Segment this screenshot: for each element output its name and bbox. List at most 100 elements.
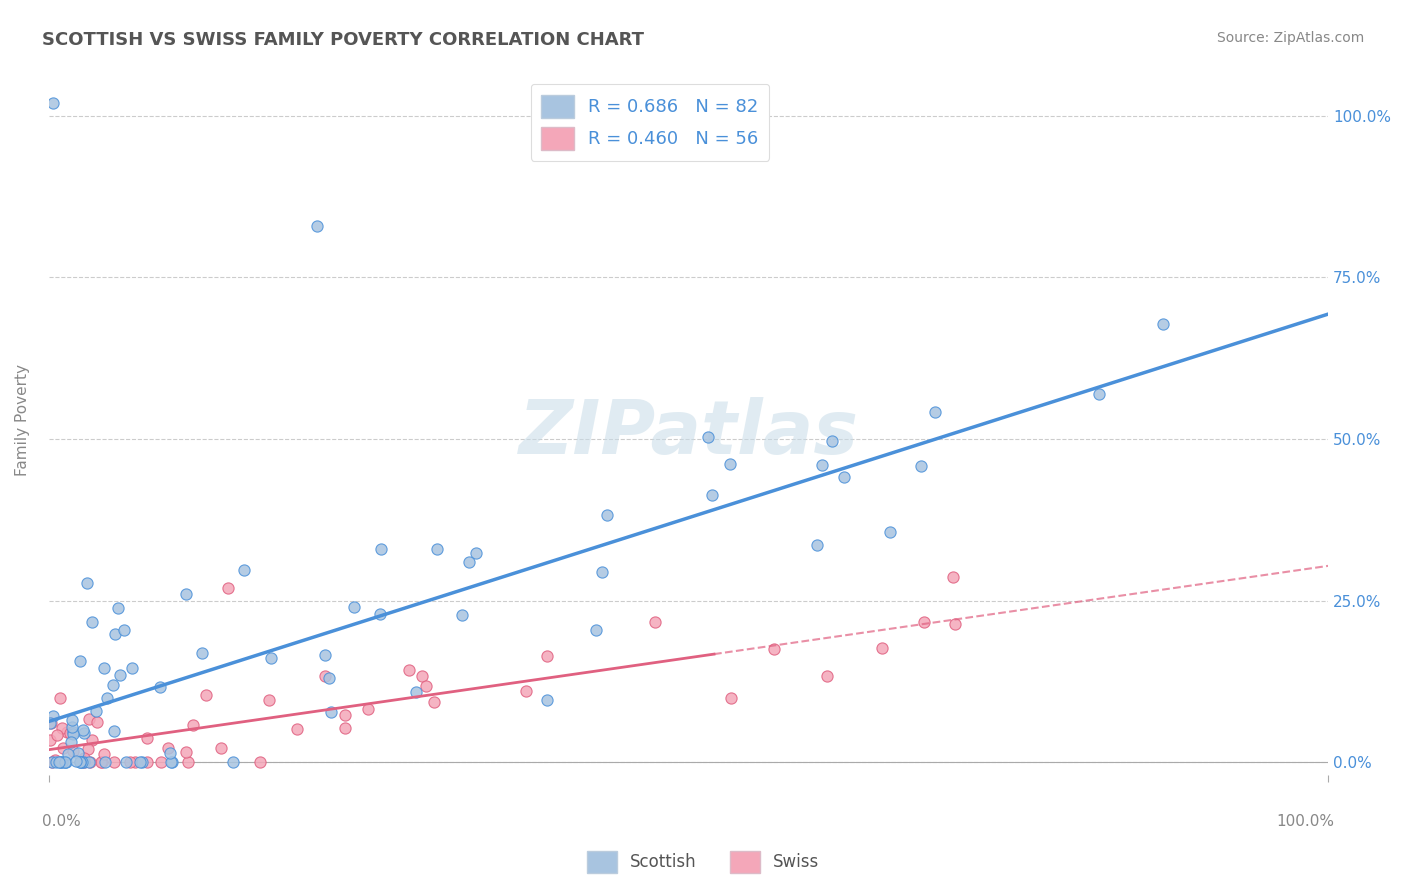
Point xyxy=(62,744,84,758)
Point xyxy=(319,706,342,720)
Point xyxy=(910,458,932,473)
Point xyxy=(84,704,107,718)
Point xyxy=(1152,317,1174,331)
Point xyxy=(72,723,94,738)
Point xyxy=(194,688,217,702)
Point xyxy=(51,755,73,769)
Point xyxy=(49,755,72,769)
Point xyxy=(39,715,62,730)
Point xyxy=(405,685,427,699)
Point xyxy=(536,649,558,664)
Point xyxy=(72,753,94,767)
Point xyxy=(942,570,965,584)
Point xyxy=(160,755,183,769)
Point xyxy=(591,565,613,579)
Point xyxy=(411,669,433,683)
Point xyxy=(49,755,72,769)
Point xyxy=(458,555,481,569)
Point xyxy=(464,546,486,560)
Point xyxy=(41,709,63,723)
Point xyxy=(48,690,70,705)
Point xyxy=(103,678,125,692)
Point xyxy=(112,624,135,638)
Point xyxy=(69,654,91,668)
Point xyxy=(90,755,112,769)
Point xyxy=(720,690,742,705)
Point xyxy=(157,740,180,755)
Point xyxy=(174,587,197,601)
Point xyxy=(307,219,329,233)
Point xyxy=(149,755,172,769)
Point xyxy=(69,755,91,769)
Point xyxy=(82,615,104,629)
Point xyxy=(644,615,666,629)
Point xyxy=(285,723,308,737)
Point xyxy=(76,575,98,590)
Point xyxy=(62,724,84,739)
Point xyxy=(177,755,200,769)
Point xyxy=(121,661,143,675)
Point xyxy=(73,726,96,740)
Point xyxy=(107,601,129,615)
Point xyxy=(879,524,901,539)
Point xyxy=(370,542,392,557)
Point xyxy=(222,755,245,769)
Point xyxy=(131,755,153,769)
Point xyxy=(73,755,96,769)
Point xyxy=(70,755,93,769)
Point xyxy=(136,755,159,769)
Point xyxy=(39,733,62,747)
Point xyxy=(53,755,76,769)
Point xyxy=(821,434,844,448)
Point xyxy=(103,626,125,640)
Point xyxy=(70,755,93,769)
Point xyxy=(76,741,98,756)
Text: ZIPatlas: ZIPatlas xyxy=(519,397,859,470)
Point xyxy=(135,731,157,745)
Point xyxy=(65,754,87,768)
Point xyxy=(233,563,256,577)
Point xyxy=(118,755,141,769)
Point xyxy=(129,755,152,769)
Point xyxy=(260,651,283,665)
Legend: R = 0.686   N = 82, R = 0.460   N = 56: R = 0.686 N = 82, R = 0.460 N = 56 xyxy=(530,84,769,161)
Point xyxy=(398,663,420,677)
Point xyxy=(53,755,76,769)
Point xyxy=(217,581,239,595)
Point xyxy=(943,616,966,631)
Point xyxy=(1088,387,1111,401)
Point xyxy=(700,488,723,502)
Text: 100.0%: 100.0% xyxy=(1277,814,1334,830)
Point xyxy=(356,702,378,716)
Point xyxy=(515,684,537,698)
Point xyxy=(718,457,741,471)
Point xyxy=(79,755,101,769)
Text: 0.0%: 0.0% xyxy=(42,814,82,830)
Point xyxy=(811,458,834,472)
Point xyxy=(415,679,437,693)
Point xyxy=(249,755,271,769)
Point xyxy=(108,668,131,682)
Point xyxy=(174,745,197,759)
Point xyxy=(318,671,340,685)
Point xyxy=(55,755,77,769)
Point xyxy=(924,405,946,419)
Point xyxy=(697,430,720,444)
Point xyxy=(96,690,118,705)
Point xyxy=(832,470,855,484)
Point xyxy=(51,721,73,735)
Point xyxy=(93,747,115,761)
Point xyxy=(44,753,66,767)
Point xyxy=(368,607,391,622)
Point xyxy=(314,669,336,683)
Point xyxy=(103,724,125,739)
Point xyxy=(536,693,558,707)
Point xyxy=(69,755,91,769)
Point xyxy=(60,720,83,734)
Point xyxy=(257,693,280,707)
Point xyxy=(159,747,181,761)
Point xyxy=(41,755,63,769)
Point xyxy=(585,623,607,637)
Point xyxy=(149,680,172,694)
Point xyxy=(79,755,101,769)
